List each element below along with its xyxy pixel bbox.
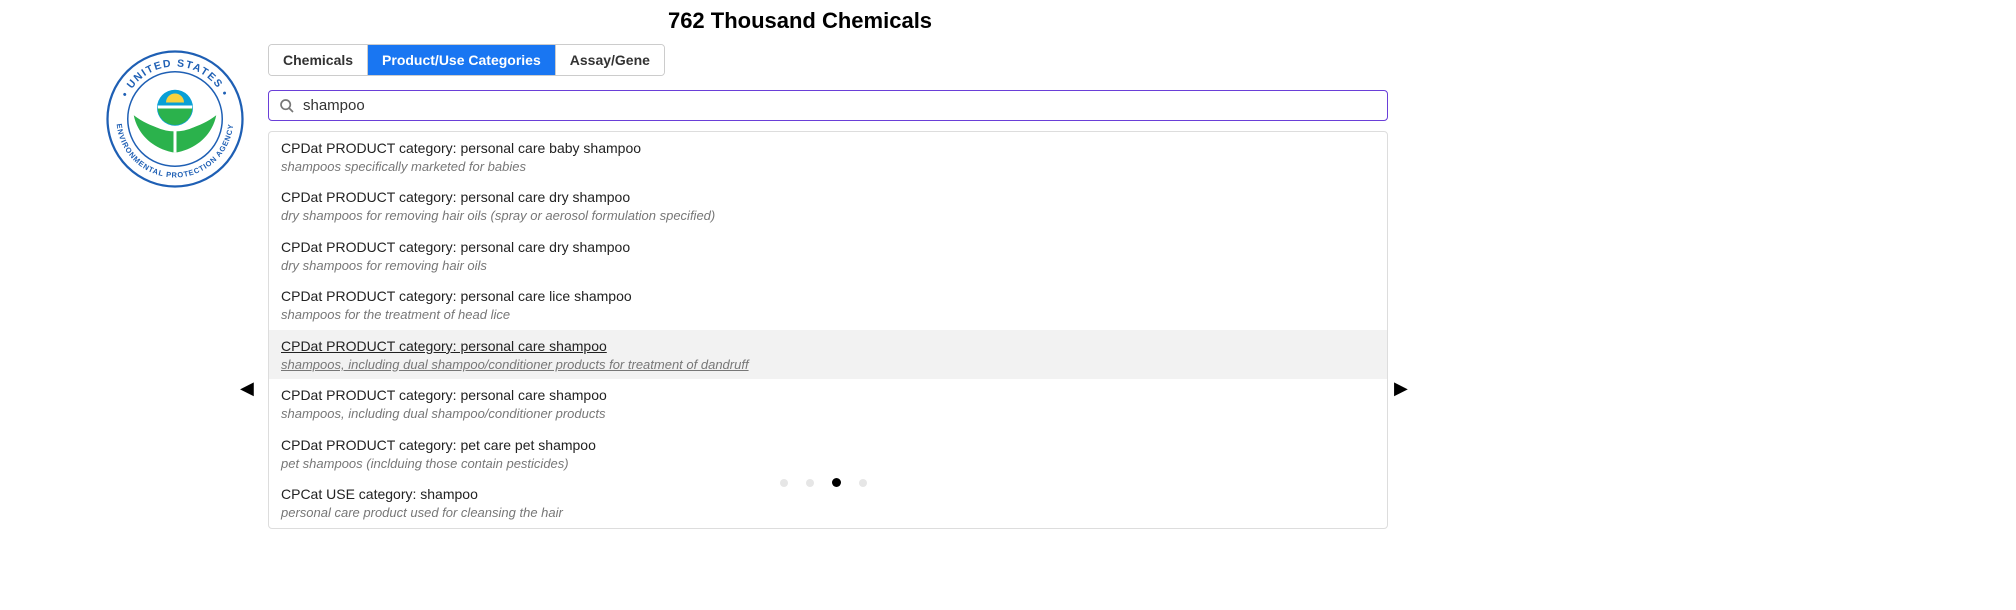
autocomplete-results: CPDat PRODUCT category: personal care ba… bbox=[268, 131, 1388, 529]
result-item[interactable]: CPDat PRODUCT category: personal care dr… bbox=[269, 181, 1387, 230]
search-tabs: ChemicalsProduct/Use CategoriesAssay/Gen… bbox=[268, 44, 665, 76]
search-input[interactable] bbox=[303, 97, 1377, 114]
carousel-dot[interactable] bbox=[859, 479, 867, 487]
result-description: shampoos specifically marketed for babie… bbox=[281, 158, 1375, 176]
result-item[interactable]: CPDat PRODUCT category: pet care pet sha… bbox=[269, 429, 1387, 478]
main-row: • UNITED STATES • ENVIRONMENTAL PROTECTI… bbox=[0, 44, 2016, 529]
tab-product[interactable]: Product/Use Categories bbox=[368, 45, 556, 75]
page-title: 762 Thousand Chemicals bbox=[200, 0, 1400, 44]
result-description: pet shampoos (inclduing those contain pe… bbox=[281, 455, 1375, 473]
result-description: dry shampoos for removing hair oils bbox=[281, 257, 1375, 275]
result-description: shampoos, including dual shampoo/conditi… bbox=[281, 356, 1375, 374]
result-title: CPDat PRODUCT category: personal care li… bbox=[281, 287, 1375, 306]
result-title: CPCat USE category: shampoo bbox=[281, 485, 1375, 504]
content-column: ChemicalsProduct/Use CategoriesAssay/Gen… bbox=[268, 44, 1388, 529]
tab-chemicals[interactable]: Chemicals bbox=[269, 45, 368, 75]
result-title: CPDat PRODUCT category: personal care ba… bbox=[281, 139, 1375, 158]
carousel-dot[interactable] bbox=[780, 479, 788, 487]
result-title: CPDat PRODUCT category: personal care dr… bbox=[281, 188, 1375, 207]
result-title: CPDat PRODUCT category: personal care sh… bbox=[281, 337, 1375, 356]
result-item[interactable]: CPDat PRODUCT category: personal care sh… bbox=[269, 379, 1387, 428]
result-item[interactable]: CPDat PRODUCT category: personal care ba… bbox=[269, 132, 1387, 181]
carousel-dot[interactable] bbox=[832, 478, 841, 487]
result-item[interactable]: CPDat PRODUCT category: personal care sh… bbox=[269, 330, 1387, 379]
carousel-dot[interactable] bbox=[806, 479, 814, 487]
result-description: shampoos for the treatment of head lice bbox=[281, 306, 1375, 324]
result-item[interactable]: CPDat PRODUCT category: personal care li… bbox=[269, 280, 1387, 329]
result-title: CPDat PRODUCT category: pet care pet sha… bbox=[281, 436, 1375, 455]
result-title: CPDat PRODUCT category: personal care dr… bbox=[281, 238, 1375, 257]
search-icon bbox=[279, 98, 295, 114]
carousel-dots bbox=[780, 478, 867, 487]
epa-logo: • UNITED STATES • ENVIRONMENTAL PROTECTI… bbox=[100, 44, 260, 194]
result-item[interactable]: CPDat PRODUCT category: personal care dr… bbox=[269, 231, 1387, 280]
result-description: dry shampoos for removing hair oils (spr… bbox=[281, 207, 1375, 225]
result-description: personal care product used for cleansing… bbox=[281, 504, 1375, 522]
search-box[interactable] bbox=[268, 90, 1388, 121]
tab-assay[interactable]: Assay/Gene bbox=[556, 45, 664, 75]
carousel-next-button[interactable]: ▶ bbox=[1394, 378, 1408, 399]
result-title: CPDat PRODUCT category: personal care sh… bbox=[281, 386, 1375, 405]
carousel-prev-button[interactable]: ◀ bbox=[240, 378, 254, 399]
result-description: shampoos, including dual shampoo/conditi… bbox=[281, 405, 1375, 423]
